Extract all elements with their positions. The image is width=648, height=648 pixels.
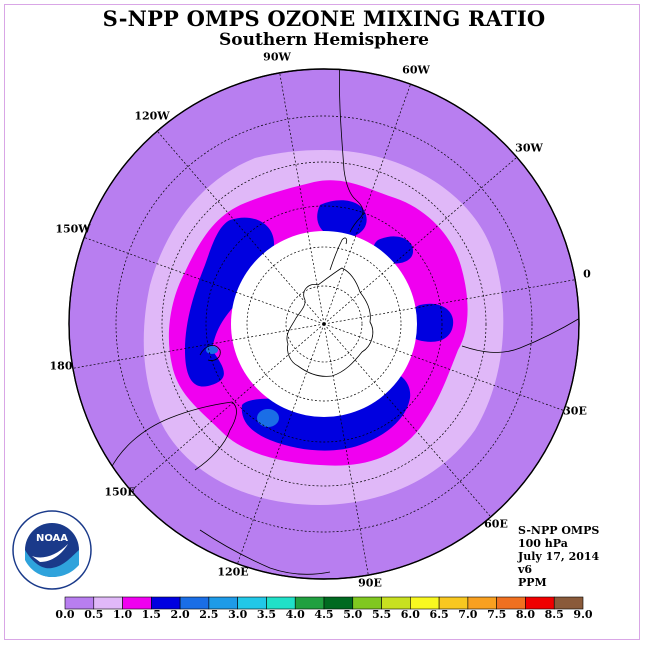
africa-coastline bbox=[461, 317, 579, 353]
australia-coastline bbox=[109, 401, 237, 471]
lon-label-150w: 150W bbox=[55, 222, 91, 236]
coastlines bbox=[109, 69, 579, 575]
antarctic-peninsula bbox=[329, 237, 348, 271]
south-pole-marker bbox=[322, 322, 326, 326]
new-zealand-coastline bbox=[199, 345, 221, 361]
colorbar-tick-label: 4.0 bbox=[285, 608, 305, 621]
map-boundary bbox=[68, 68, 580, 580]
colorbar-tick-label: 6.5 bbox=[429, 608, 449, 621]
colorbar-tick-label: 7.0 bbox=[458, 608, 478, 621]
info-level: 100 hPa bbox=[518, 537, 568, 550]
colorbar-tick-label: 6.0 bbox=[400, 608, 420, 621]
ozone-field-1.5-2.0-a bbox=[185, 217, 275, 387]
ozone-field-2.0-2.5-a bbox=[257, 409, 279, 427]
figure-frame bbox=[4, 4, 640, 640]
lon-label-120e: 120E bbox=[217, 565, 249, 579]
lon-label-60w: 60W bbox=[402, 63, 430, 77]
colorbar-tick-label: 1.5 bbox=[141, 608, 161, 621]
info-units: PPM bbox=[518, 576, 547, 589]
colorbar-tick-label: 2.5 bbox=[199, 608, 219, 621]
south-america-coastline bbox=[339, 69, 364, 233]
colorbar-tick-label: 8.5 bbox=[544, 608, 564, 621]
colorbar-tick-label: 9.0 bbox=[573, 608, 593, 621]
colorbar-tick-label: 0.5 bbox=[84, 608, 104, 621]
colorbar bbox=[64, 596, 584, 610]
lon-label-60e: 60E bbox=[484, 517, 508, 531]
colorbar-swatch bbox=[553, 596, 584, 610]
lon-label-0: 0 bbox=[583, 267, 591, 281]
ozone-field-2.0-2.5-b bbox=[206, 346, 218, 354]
colorbar-tick-label: 0.0 bbox=[55, 608, 75, 621]
colorbar-tick-label: 5.5 bbox=[371, 608, 392, 621]
info-block: S-NPP OMPS 100 hPa July 17, 2014 v6 PPM bbox=[518, 524, 599, 589]
colorbar-tick-label: 3.5 bbox=[256, 608, 277, 621]
ozone-field-1.5-2.0-b bbox=[317, 200, 367, 239]
colorbar-tick-label: 4.5 bbox=[314, 608, 334, 621]
info-version: v6 bbox=[518, 563, 533, 576]
indonesia-coastline bbox=[199, 529, 331, 575]
info-instrument: S-NPP OMPS bbox=[518, 524, 600, 537]
colorbar-tick-label: 1.0 bbox=[112, 608, 133, 621]
map-subtitle: Southern Hemisphere bbox=[219, 30, 429, 50]
graticule bbox=[69, 69, 579, 579]
antarctica-coastline bbox=[286, 267, 374, 377]
colorbar-tick-label: 5.0 bbox=[343, 608, 363, 621]
colorbar-tick-label: 7.5 bbox=[487, 608, 507, 621]
lon-label-150e: 150E bbox=[104, 485, 136, 499]
noaa-logo: NOAA bbox=[12, 510, 92, 590]
lon-label-30w: 30W bbox=[515, 141, 543, 155]
lon-label-30e: 30E bbox=[563, 404, 587, 418]
lon-label-120w: 120W bbox=[134, 109, 170, 123]
map-title: S-NPP OMPS OZONE MIXING RATIO bbox=[102, 6, 546, 31]
colorbar-tick-label: 2.0 bbox=[170, 608, 190, 621]
colorbar-tick-label: 8.0 bbox=[515, 608, 536, 621]
info-date: July 17, 2014 bbox=[518, 550, 600, 563]
lon-label-90w: 90W bbox=[263, 50, 291, 64]
lon-label-180: 180 bbox=[49, 359, 73, 373]
colorbar-tick-label: 3.0 bbox=[228, 608, 248, 621]
lon-label-90e: 90E bbox=[358, 576, 382, 590]
noaa-logo-text: NOAA bbox=[36, 533, 68, 544]
